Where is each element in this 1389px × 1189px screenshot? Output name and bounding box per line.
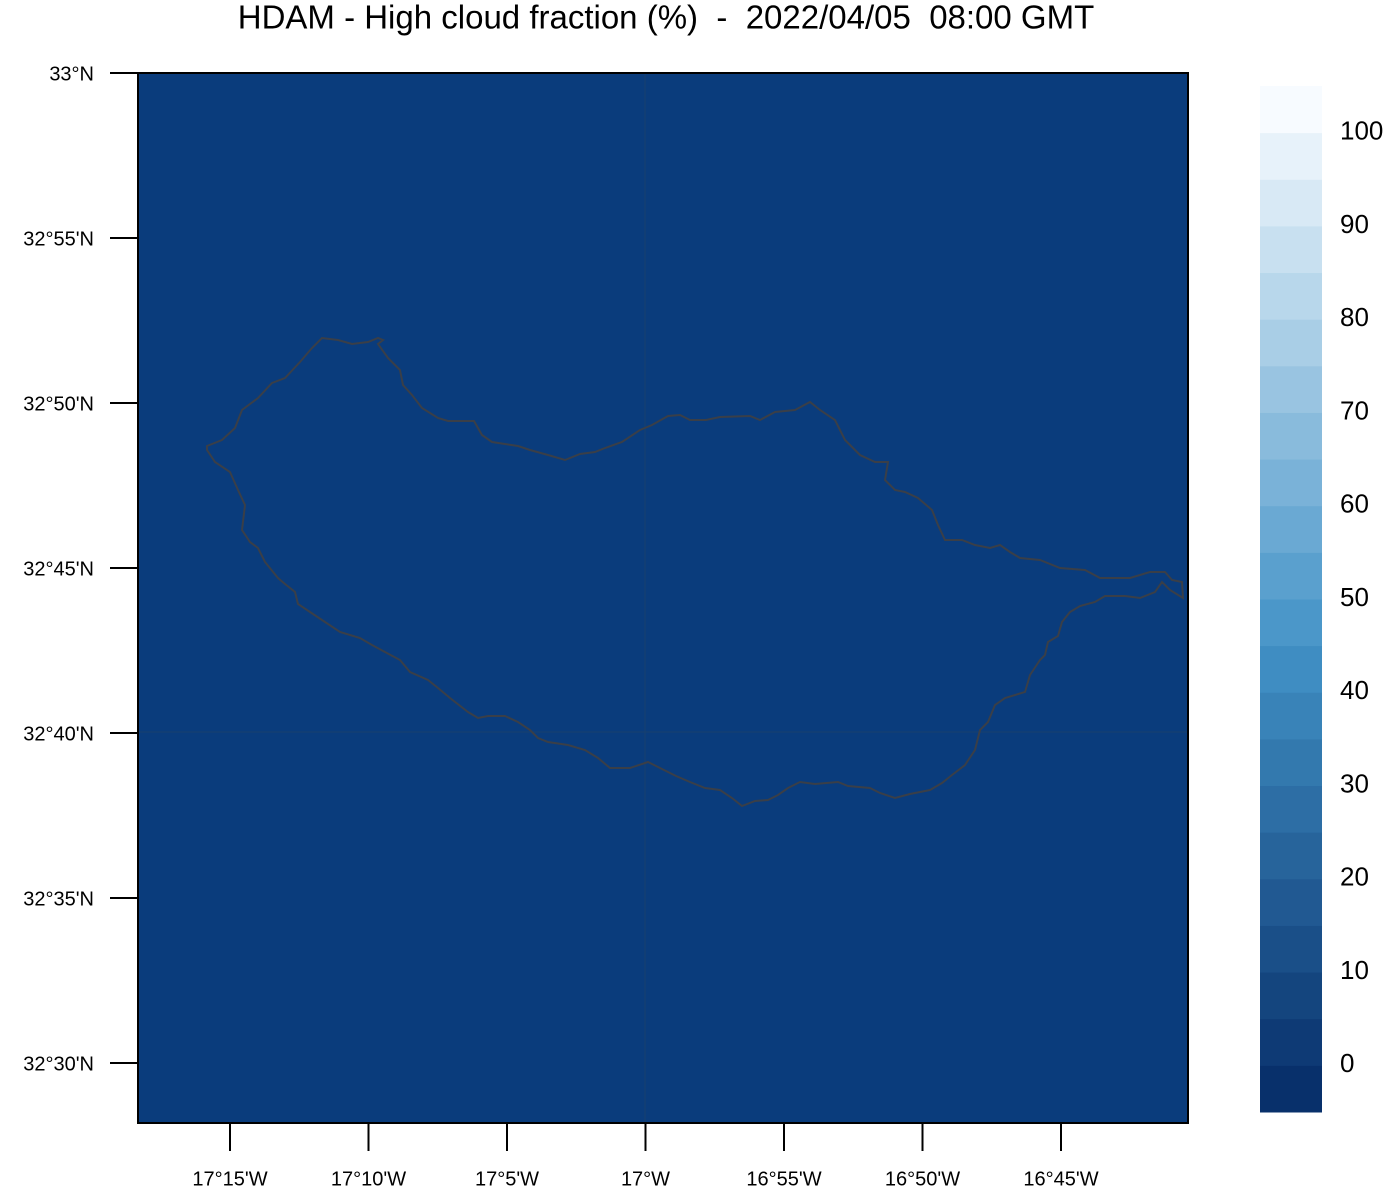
- lat-label: 32°55'N: [23, 228, 94, 250]
- colorbar-band: [1260, 832, 1322, 880]
- map-area: [138, 73, 1188, 1123]
- colorbar-label: 100: [1340, 116, 1383, 146]
- colorbar-band: [1260, 1018, 1322, 1066]
- colorbar-band: [1260, 878, 1322, 926]
- lon-label: 17°10'W: [331, 1168, 406, 1189]
- colorbar-band: [1260, 785, 1322, 833]
- colorbar-label: 80: [1340, 302, 1369, 332]
- lat-label: 32°35'N: [23, 888, 94, 910]
- lon-label: 16°50'W: [885, 1168, 960, 1189]
- colorbar: 0 10 20 30 40 50 60 70 80 90 100: [1260, 86, 1383, 1113]
- colorbar-label: 40: [1340, 675, 1369, 705]
- colorbar-band: [1260, 179, 1322, 227]
- lat-label: 33°N: [49, 63, 94, 85]
- colorbar-band: [1260, 225, 1322, 274]
- colorbar-band: [1260, 132, 1322, 180]
- lon-label: 16°55'W: [746, 1168, 821, 1189]
- colorbar-band: [1260, 599, 1322, 647]
- colorbar-band: [1260, 319, 1322, 367]
- colorbar-band: [1260, 459, 1322, 507]
- colorbar-label: 90: [1340, 209, 1369, 239]
- colorbar-band: [1260, 272, 1322, 320]
- colorbar-band: [1260, 412, 1322, 460]
- lon-label: 17°W: [621, 1168, 670, 1189]
- lat-label: 32°30'N: [23, 1053, 94, 1075]
- colorbar-band: [1260, 645, 1322, 693]
- colorbar-label: 70: [1340, 395, 1369, 425]
- colorbar-band: [1260, 1065, 1322, 1113]
- colorbar-band: [1260, 505, 1322, 553]
- colorbar-band: [1260, 692, 1322, 740]
- colorbar-band: [1260, 86, 1322, 134]
- colorbar-label: 10: [1340, 955, 1369, 985]
- map-frame: [137, 72, 1189, 1124]
- colorbar-label: 50: [1340, 582, 1369, 612]
- colorbar-band: [1260, 552, 1322, 600]
- colorbar-band: [1260, 365, 1322, 413]
- colorbar-band: [1260, 738, 1322, 787]
- colorbar-label: 30: [1340, 768, 1369, 798]
- colorbar-label: 20: [1340, 862, 1369, 892]
- colorbar-band: [1260, 925, 1322, 973]
- map-title: HDAM - High cloud fraction (%) - 2022/04…: [238, 0, 1095, 36]
- lat-label: 32°40'N: [23, 723, 94, 745]
- colorbar-band: [1260, 972, 1322, 1020]
- colorbar-label: 0: [1340, 1048, 1354, 1078]
- colorbar-label: 60: [1340, 489, 1369, 519]
- lon-label: 16°45'W: [1023, 1168, 1098, 1189]
- coastline: [206, 336, 1185, 808]
- lat-label: 32°45'N: [23, 558, 94, 580]
- lat-label: 32°50'N: [23, 393, 94, 415]
- lon-label: 17°5'W: [475, 1168, 539, 1189]
- lon-label: 17°15'W: [192, 1168, 267, 1189]
